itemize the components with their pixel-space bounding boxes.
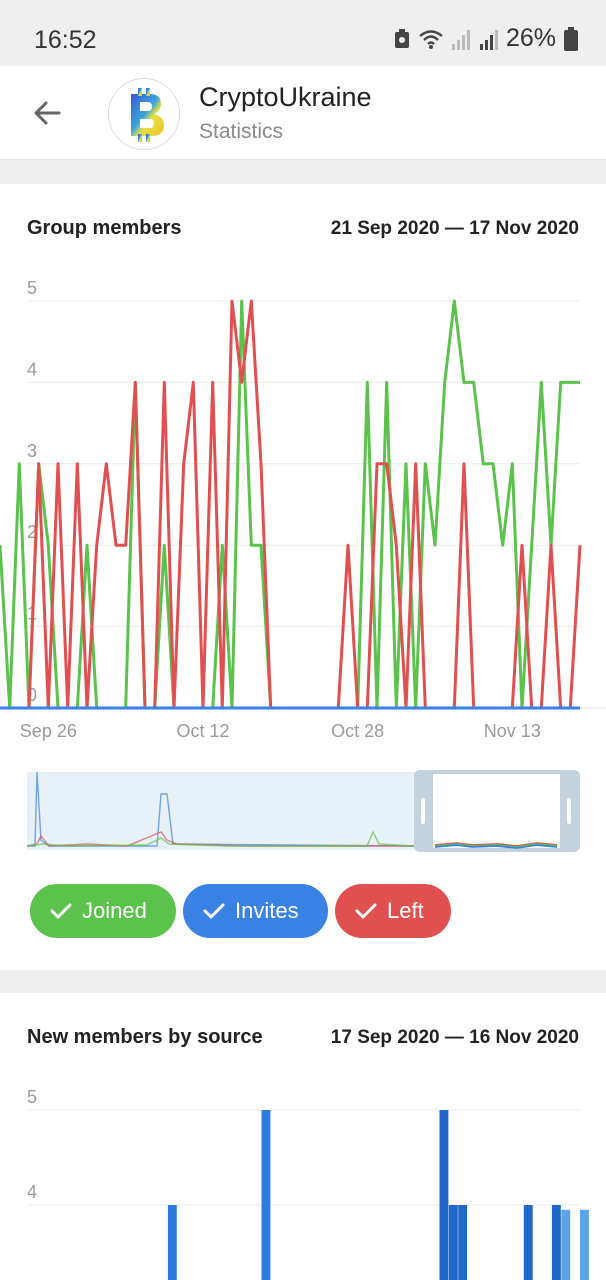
x-tick-label: Oct 12: [176, 721, 229, 741]
new-members-card: New members by source 17 Sep 2020 — 16 N…: [0, 993, 606, 1280]
check-icon: [203, 903, 225, 919]
overview-window-line: [434, 844, 558, 849]
back-arrow-icon[interactable]: [26, 92, 68, 134]
y-tick-label: 4: [27, 1182, 37, 1202]
new-members-bar-chart[interactable]: 3 4 5: [0, 993, 606, 1280]
y-tick-label: 2: [27, 522, 37, 542]
bar-source-c: [458, 1205, 468, 1280]
bar-source-c: [448, 1205, 458, 1280]
date-range[interactable]: 17 Sep 2020 — 16 Nov 2020: [330, 1027, 579, 1048]
date-range[interactable]: 21 Sep 2020 — 17 Nov 2020: [330, 218, 579, 239]
wifi-icon: [419, 29, 443, 49]
check-icon: [355, 903, 377, 919]
toggle-joined-label: Joined: [82, 898, 147, 923]
selector-window-inner: [433, 774, 560, 848]
range-selector[interactable]: [27, 770, 580, 852]
group-members-card: Group members 21 Sep 2020 — 17 Nov 2020 …: [0, 184, 606, 970]
notification-icon: [394, 28, 409, 48]
toggle-invites-button[interactable]: Invites: [183, 884, 328, 938]
selector-left-handle[interactable]: [421, 798, 425, 824]
chart-title: New members by source: [27, 1026, 263, 1048]
status-icons: 26%: [394, 24, 578, 53]
page-subtitle: Statistics: [199, 120, 284, 143]
avatar[interactable]: [108, 78, 180, 150]
overview-line: [27, 830, 415, 847]
signal-icon: [451, 29, 470, 50]
check-icon: [50, 903, 72, 919]
status-bar: 16:52 26%: [0, 0, 606, 66]
series-line-joined: [0, 299, 580, 710]
bar-source-c: [551, 1205, 561, 1280]
x-tick-label: Sep 26: [20, 721, 77, 741]
bar-source-c: [439, 1110, 449, 1280]
bitcoin-logo-icon: [131, 88, 164, 142]
toggle-joined-button[interactable]: Joined: [30, 884, 176, 938]
series-line-left: [0, 299, 582, 710]
overview-window-line: [434, 843, 558, 848]
battery-percent: 26%: [505, 24, 556, 52]
y-tick-label: 4: [27, 359, 37, 379]
overview-window-line: [434, 842, 558, 847]
channel-title: CryptoUkraine: [199, 82, 372, 112]
bar-stub: [580, 1209, 589, 1280]
y-tick-label: 0: [27, 685, 37, 705]
battery-icon: [564, 26, 578, 51]
chart-title: Group members: [27, 217, 182, 239]
y-tick-label: 5: [27, 278, 37, 298]
x-tick-label: Nov 13: [484, 721, 541, 741]
app-header: CryptoUkraine Statistics: [0, 66, 606, 160]
bar-source-a: [261, 1110, 271, 1280]
y-tick-label: 3: [27, 1277, 37, 1280]
y-tick-label: 3: [27, 441, 37, 461]
selector-right-handle[interactable]: [567, 798, 571, 824]
signal-roaming-icon: [479, 29, 498, 50]
toggle-invites-label: Invites: [235, 898, 299, 923]
toggle-left-label: Left: [387, 898, 424, 923]
bar-stub: [561, 1209, 571, 1280]
y-tick-label: 5: [27, 1087, 37, 1107]
x-tick-label: Oct 28: [331, 721, 384, 741]
bar-source-c: [523, 1205, 533, 1280]
status-time: 16:52: [34, 26, 97, 54]
toggle-left-button[interactable]: Left: [335, 884, 451, 938]
bar-source-a: [167, 1205, 177, 1280]
